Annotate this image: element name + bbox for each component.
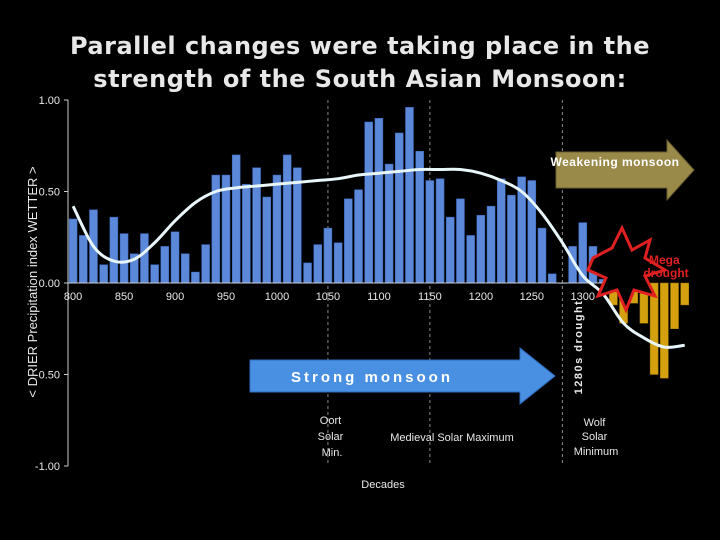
x-tick-label: 1300 [571,291,595,303]
bar [323,227,333,284]
x-tick-label: 950 [217,291,235,303]
bar [507,194,516,284]
bar [547,273,557,284]
x-tick-label: 800 [64,291,82,303]
bar [262,196,272,284]
x-tick-label: 850 [115,291,133,303]
axes [64,99,640,467]
title-line-2: strength of the South Asian Monsoon: [93,65,627,93]
bar [170,231,180,284]
bar [160,246,170,284]
bar [79,235,88,284]
bar [354,189,363,284]
x-tick-label: 1000 [265,291,289,303]
bars [68,107,689,379]
bar [649,282,659,375]
strong-monsoon-arrow: Strong monsoon [249,346,556,406]
bar [446,216,455,284]
bar [180,253,190,284]
y-tick-label: 0.50 [39,187,60,199]
title-line-1: Parallel changes were taking place in th… [69,32,651,60]
bar [374,118,384,284]
bar [272,174,282,284]
bar [405,107,414,284]
bar [293,167,302,284]
bar [231,154,241,284]
y-tick-labels: 1.00 0.50 0.00 -0.50 -1.00 [35,95,60,473]
bar [435,178,445,284]
bar [68,218,78,284]
bar [384,163,394,284]
y-tick-label: 1.00 [39,95,60,107]
bar [476,215,486,284]
bar [150,264,159,284]
bar [201,244,210,284]
smoothed-trend-line [71,167,685,349]
bar [191,271,200,284]
weakening-monsoon-arrow: Weakening monsoon [551,138,695,202]
mega-drought-label: Mega drought [643,253,688,280]
drought-1280s-label: 1280s drought [573,300,585,395]
bar [425,180,435,284]
y-tick-label: 0.00 [39,278,60,290]
x-tick-label: 900 [166,291,184,303]
bar [109,216,119,284]
bar [333,242,343,284]
bar [221,174,231,284]
x-tick-labels: 800 850 900 950 1000 1050 1100 1150 1200 1250 1300 [64,291,595,303]
bar [99,264,108,284]
slide-title: Parallel changes were taking place in th… [0,30,720,96]
bar [527,180,537,284]
bar [466,235,475,284]
bar [344,198,353,284]
bar [242,183,251,284]
weakening-monsoon-label: Weakening monsoon [551,155,680,169]
bar [119,233,129,284]
medieval-solar-max-label: Medieval Solar Maximum [390,432,513,444]
y-axis-label-text: < DRIER Precipitation index WETTER > [25,166,40,397]
bar [486,205,496,284]
x-tick-label: 1200 [469,291,493,303]
bar [303,262,312,284]
bar [282,154,292,284]
oort-solar-min-label: Oort Solar Min. [318,415,347,459]
bar [140,233,149,284]
bar [496,178,506,284]
y-tick-label: -1.00 [35,461,60,473]
y-axis-label: < DRIER Precipitation index WETTER > [25,166,40,397]
x-axis-label: Decades [361,479,405,491]
bar [456,198,465,284]
bar [364,121,373,284]
bar [313,244,322,284]
x-tick-label: 1100 [367,291,391,303]
x-tick-label: 1150 [418,291,442,303]
x-tick-label: 1250 [520,291,544,303]
mega-drought-burst: Mega drought [586,224,689,314]
bar [670,282,679,329]
y-tick-label: -0.50 [35,370,60,382]
bar [680,282,689,306]
bar [660,282,669,379]
x-tick-label: 1050 [316,291,340,303]
bar [395,132,404,284]
bar [537,227,547,284]
wolf-solar-min-label: Wolf Solar Minimum [574,417,619,458]
burst-shape [586,224,669,314]
strong-monsoon-label: Strong monsoon [291,369,453,386]
